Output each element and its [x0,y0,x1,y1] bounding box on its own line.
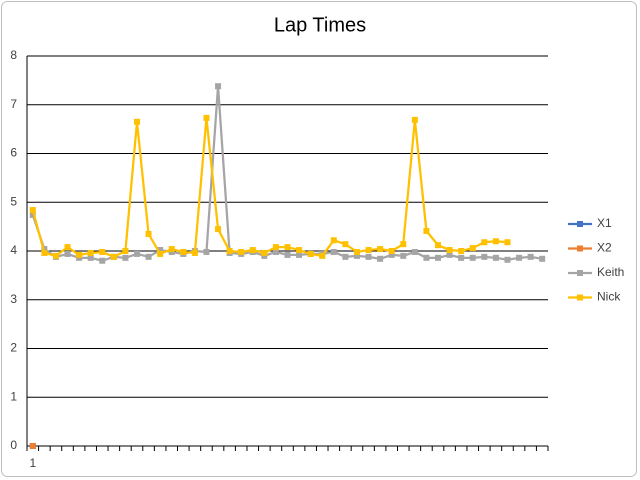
point-marker [377,255,384,262]
point-marker [423,228,430,235]
point-marker [215,226,222,233]
point-marker [284,251,291,258]
point-marker [330,248,337,255]
point-marker [64,244,71,251]
point-marker [342,241,349,248]
point-marker [272,248,279,255]
point-marker [342,253,349,260]
point-marker [238,248,245,255]
point-marker [411,116,418,123]
point-marker [249,247,256,254]
point-marker [133,250,140,257]
point-marker [261,249,268,256]
point-marker [52,252,59,259]
point-marker [353,252,360,259]
point-marker [284,244,291,251]
point-marker [469,245,476,252]
point-marker [64,250,71,257]
point-marker [365,247,372,254]
point-marker [157,247,164,254]
point-marker [400,241,407,248]
legend-swatch-marker [577,294,583,301]
point-marker [157,250,164,257]
point-marker [377,246,384,253]
point-marker [87,249,94,256]
point-marker [29,207,36,214]
point-marker [435,242,442,249]
point-marker [469,254,476,261]
y-tick-label: 8 [10,48,17,62]
legend-label: X1 [597,216,612,230]
point-marker [203,114,210,121]
point-marker [492,238,499,245]
point-marker [330,237,337,244]
point-marker [41,249,48,256]
point-marker [122,254,129,261]
point-marker [180,248,187,255]
point-marker [481,239,488,246]
point-marker [388,251,395,258]
point-marker [191,249,198,256]
point-marker [122,248,129,254]
point-marker [435,254,442,261]
point-marker [296,251,303,258]
point-marker [319,252,326,259]
point-marker [411,248,418,255]
point-marker [296,247,303,254]
point-marker [110,253,117,260]
point-marker [504,239,511,246]
point-marker [458,254,465,261]
y-tick-label: 0 [10,438,17,452]
point-marker [145,253,152,260]
point-marker [215,83,222,90]
point-marker [481,253,488,260]
point-marker [539,255,546,262]
legend-swatch-marker [577,221,583,227]
legend-label: Nick [597,290,621,304]
point-marker [168,246,175,253]
point-marker [423,254,430,261]
point-marker [446,251,453,258]
point-marker [458,248,465,254]
y-tick-label: 4 [10,243,17,257]
point-marker [99,248,106,255]
point-marker [29,211,36,218]
point-marker [516,254,523,261]
point-marker [203,248,210,255]
y-tick-label: 5 [10,194,17,208]
point-marker [99,257,106,264]
x-tick-label: 1 [29,456,36,470]
point-marker [76,251,83,258]
point-marker [527,253,534,260]
point-marker [145,230,152,237]
legend-swatch-marker [577,245,583,252]
chart-title: Lap Times [274,14,366,36]
point-marker [226,248,233,254]
point-marker [492,254,499,261]
y-tick-label: 1 [10,389,17,403]
point-marker [87,254,94,261]
point-marker [307,250,314,257]
legend-label: X2 [597,241,612,255]
y-tick-label: 7 [10,97,17,111]
y-tick-label: 3 [10,292,17,306]
point-marker [133,118,140,125]
y-tick-label: 6 [10,146,17,160]
point-marker [446,247,453,254]
point-marker [29,443,36,449]
point-marker [272,244,279,251]
point-marker [353,248,360,255]
point-marker [504,256,511,263]
y-tick-label: 2 [10,341,17,355]
point-marker [365,253,372,260]
legend-swatch-marker [577,270,583,276]
point-marker [388,248,395,254]
point-marker [400,252,407,259]
legend-label: Keith [597,265,624,279]
